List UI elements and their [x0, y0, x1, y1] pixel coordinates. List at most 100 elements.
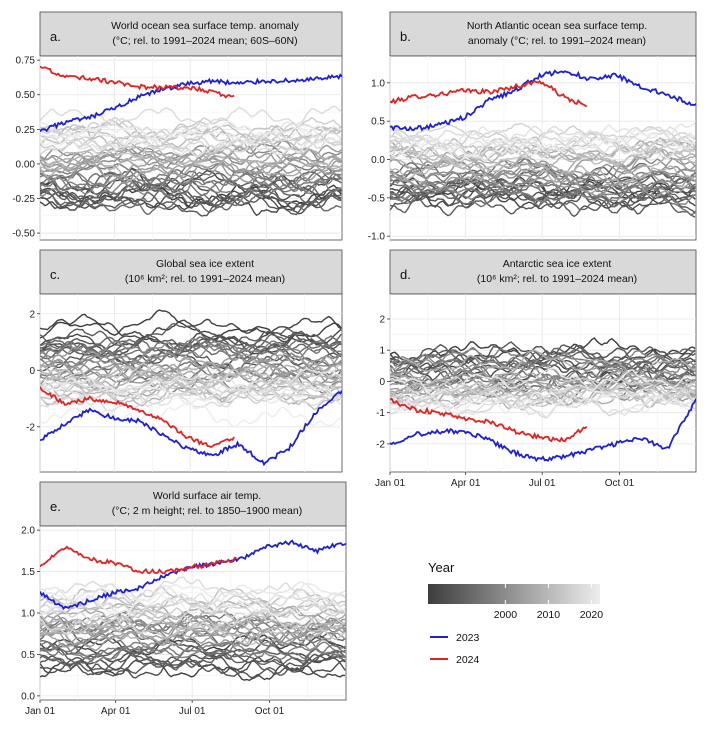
x-tick-label: Jul 01 [179, 706, 206, 717]
year-2007-line [40, 155, 342, 181]
year-2016-line [390, 384, 696, 412]
colorbar-ticks: 2000 2010 2020 [494, 584, 603, 621]
y-tick-label: 1 [379, 346, 385, 357]
year-2013-line [40, 120, 342, 148]
y-tick-label: -2 [376, 439, 385, 450]
year-1998-line [40, 615, 346, 642]
year-2001-line [390, 369, 696, 394]
year-2002-line [40, 159, 342, 184]
year-2018-line [390, 125, 696, 154]
x-tick-label: Oct 01 [255, 706, 285, 717]
panel-title-line: (°C; rel. to 1991–2024 mean; 60S–60N) [112, 35, 297, 47]
year-1987-line [40, 653, 346, 679]
year-2022-line [40, 120, 342, 147]
series-2023-line [40, 539, 346, 611]
panel-a: a. World ocean sea surface temp. anomaly (… [12, 11, 343, 241]
year-1989-line [40, 322, 342, 349]
series-2024-line [40, 386, 235, 448]
year-2008-line [390, 151, 696, 174]
year-1994-line [40, 339, 342, 358]
y-tick-label: 0.25 [16, 125, 36, 136]
colorbar-label: 2000 [494, 609, 518, 621]
y-tick-label: -0.5 [368, 193, 386, 204]
panel-letter: a. [50, 29, 61, 44]
year-2002-line [40, 363, 342, 386]
panel-strip [389, 11, 697, 57]
year-1988-line [40, 652, 346, 676]
panel-c: c. Global sea ice extent (10⁶ km²; rel. to… [26, 249, 343, 473]
x-tick-label: Apr 01 [101, 706, 131, 717]
y-tick-label: 2 [379, 314, 385, 325]
panel-d: d. Antarctic sea ice extent (10⁶ km²; rel.… [375, 249, 697, 489]
year-1988-line [390, 193, 696, 218]
panel-b: b. North Atlantic ocean sea surface temp.… [368, 11, 697, 243]
y-tick-label: 0.50 [16, 90, 36, 101]
panel-title-line: anomaly (°C; rel. to 1991–2024 mean) [468, 35, 646, 47]
panel-letter: e. [50, 499, 61, 514]
year-1989-line [390, 349, 696, 374]
panel-title-line: North Atlantic ocean sea surface temp. [467, 20, 647, 32]
series-2023-line [40, 390, 342, 467]
year-1996-line [40, 640, 346, 660]
year-2019-line [390, 125, 696, 154]
year-2017-line [390, 394, 696, 419]
year-2020-line [40, 368, 342, 396]
year-2021-line [390, 137, 696, 162]
y-tick-label: 0.5 [371, 117, 385, 128]
year-1986-line [40, 650, 346, 673]
year-1993-line [40, 166, 342, 192]
y-tick-label: 0.0 [371, 155, 385, 166]
year-2021-line [390, 367, 696, 396]
y-tick-label: 0.00 [16, 159, 36, 170]
year-1991-line [390, 181, 696, 211]
year-2004-line [40, 152, 342, 176]
year-colorbar [428, 584, 600, 604]
y-tick-label: -2 [26, 422, 35, 433]
year-2021-line [40, 582, 346, 609]
year-2019-line [40, 134, 342, 158]
year-1989-line [390, 186, 696, 218]
year-1996-line [40, 169, 342, 193]
year-2021-line [40, 119, 342, 146]
year-2015-line [40, 378, 342, 405]
year-2019-line [40, 382, 342, 407]
series-2024-line [390, 397, 588, 443]
series-lines [390, 69, 696, 218]
year-2009-line [40, 612, 346, 645]
y-tick-label: -0.50 [12, 229, 35, 240]
year-1990-line [40, 333, 342, 356]
year-2009-line [40, 145, 342, 171]
x-tick-label: Apr 01 [451, 478, 481, 489]
y-tick-label: 2 [29, 309, 35, 320]
year-2009-line [390, 158, 696, 188]
year-1992-line [40, 188, 342, 216]
panel-title-line: (10⁶ km²; rel. to 1991–2024 mean) [125, 273, 285, 285]
year-2008-line [40, 138, 342, 166]
year-1987-line [390, 186, 696, 211]
series-2024-line [390, 79, 588, 108]
y-tick-label: 0.75 [16, 56, 36, 67]
series-lines [390, 337, 696, 463]
year-2001-line [390, 157, 696, 181]
x-tick-label: Jan 01 [375, 478, 405, 489]
panels-group: a. World ocean sea surface temp. anomaly (… [12, 11, 697, 717]
series-2023-line [40, 73, 342, 133]
panel-title-line: Antarctic sea ice extent [503, 258, 612, 270]
legend-title: Year [428, 560, 455, 575]
year-2018-line [40, 576, 346, 604]
panel-letter: c. [50, 267, 60, 282]
year-2013-line [390, 378, 696, 402]
y-tick-label: -1.0 [368, 232, 386, 243]
y-tick-label: 1.0 [21, 609, 35, 620]
y-tick-label: -1 [376, 408, 385, 419]
year-2011-line [40, 609, 346, 632]
x-tick-label: Oct 01 [605, 478, 635, 489]
year-2003-line [40, 346, 342, 382]
y-tick-label: 0.5 [21, 650, 35, 661]
panel-strip [389, 249, 697, 295]
panel-title-line: World ocean sea surface temp. anomaly [111, 20, 299, 32]
year-1997-line [40, 632, 346, 664]
year-1988-line [40, 191, 342, 217]
panel-strip [39, 481, 347, 527]
